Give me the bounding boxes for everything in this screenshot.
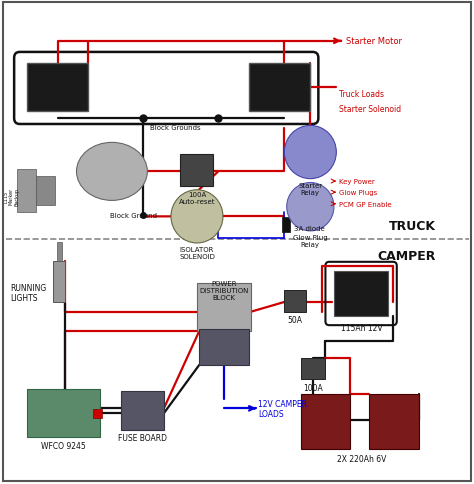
Text: Starter Motor: Starter Motor bbox=[346, 37, 402, 46]
Bar bbox=[181, 155, 213, 186]
Bar bbox=[301, 358, 325, 379]
Bar bbox=[197, 283, 251, 331]
Text: Starter Solenoid: Starter Solenoid bbox=[339, 105, 401, 114]
Text: 100A
Auto-reset: 100A Auto-reset bbox=[179, 191, 215, 204]
Bar bbox=[27, 63, 88, 112]
Text: Glow Plugs: Glow Plugs bbox=[339, 190, 377, 196]
Text: 12V CAMPER
LOADS: 12V CAMPER LOADS bbox=[258, 399, 307, 418]
Text: ISOLATOR
SOLENOID: ISOLATOR SOLENOID bbox=[179, 247, 215, 260]
Text: Key Power: Key Power bbox=[339, 179, 374, 185]
Bar bbox=[57, 242, 62, 261]
Bar bbox=[36, 177, 55, 206]
Text: 100A: 100A bbox=[303, 383, 323, 392]
Bar bbox=[27, 389, 100, 438]
Text: FUSE BOARD: FUSE BOARD bbox=[118, 434, 167, 442]
Text: CAMPER: CAMPER bbox=[377, 249, 436, 262]
Bar bbox=[334, 271, 388, 317]
Text: 2X 220Ah 6V: 2X 220Ah 6V bbox=[337, 454, 386, 463]
Text: WFCO 9245: WFCO 9245 bbox=[41, 441, 86, 450]
Text: 3A diode: 3A diode bbox=[294, 226, 325, 231]
Bar bbox=[282, 218, 291, 232]
Text: PCM GP Enable: PCM GP Enable bbox=[339, 201, 392, 207]
Bar bbox=[369, 394, 419, 450]
Text: 50A: 50A bbox=[288, 316, 303, 324]
Text: 115Ah 12V: 115Ah 12V bbox=[340, 323, 382, 332]
Ellipse shape bbox=[171, 190, 223, 243]
Ellipse shape bbox=[76, 143, 147, 201]
Text: L115
Marker
Backup: L115 Marker Backup bbox=[3, 187, 19, 205]
Text: Truck Loads: Truck Loads bbox=[339, 91, 383, 99]
Bar bbox=[93, 409, 101, 418]
Text: Starter
Relay: Starter Relay bbox=[298, 182, 322, 196]
Ellipse shape bbox=[284, 126, 337, 179]
Text: TRUCK: TRUCK bbox=[389, 219, 436, 232]
Text: Glow Plug
Relay: Glow Plug Relay bbox=[293, 235, 328, 248]
Bar bbox=[200, 329, 249, 365]
Bar bbox=[301, 394, 350, 450]
Text: POWER
DISTRIBUTION
BLOCK: POWER DISTRIBUTION BLOCK bbox=[200, 281, 249, 301]
Text: RUNNING
LIGHTS: RUNNING LIGHTS bbox=[10, 283, 46, 302]
Text: Block Ground: Block Ground bbox=[109, 212, 156, 218]
Bar bbox=[121, 392, 164, 430]
Ellipse shape bbox=[287, 183, 334, 231]
Bar bbox=[249, 63, 310, 112]
Bar bbox=[18, 169, 36, 213]
Bar bbox=[284, 290, 306, 312]
Text: Block Grounds: Block Grounds bbox=[150, 125, 201, 131]
Bar bbox=[53, 261, 64, 302]
